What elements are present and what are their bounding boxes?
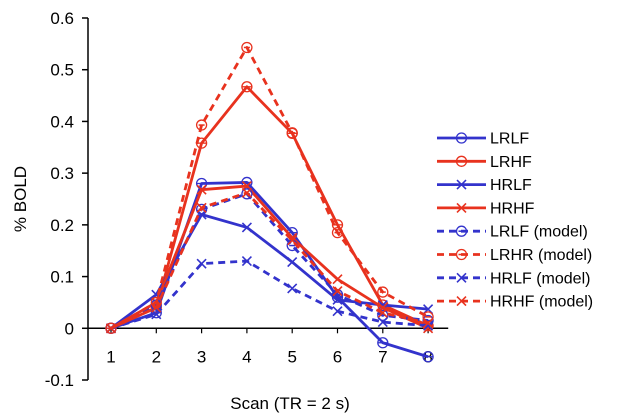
legend: LRLF LRHF HRLF HRHF LRLF (model) LRHR (model)… — [437, 131, 593, 311]
data-point-b — [423, 320, 434, 331]
legend-item: HRHF (model) — [437, 294, 593, 311]
y-tick-label: 0.6 — [50, 9, 74, 28]
x-tick-label: 2 — [152, 347, 161, 366]
data-point-b — [196, 258, 207, 269]
y-tick-label: 0.5 — [50, 61, 74, 80]
data-point — [195, 203, 208, 215]
series-line — [110, 46, 429, 330]
x-tick-label: 1 — [106, 347, 115, 366]
data-point-b — [241, 187, 252, 198]
legend-label: HRHF (model) — [490, 294, 593, 311]
legend-label: HRLF — [490, 177, 532, 194]
legend-label: LRHR (model) — [490, 247, 592, 264]
legend-item: LRLF (model) — [437, 224, 588, 241]
y-ticks: -0.1 0 0.1 0.2 0.3 0.4 0.5 0.6 — [45, 9, 88, 390]
data-point-b — [287, 283, 298, 294]
y-tick-label: -0.1 — [45, 371, 74, 390]
legend-marker — [455, 225, 468, 237]
legend-item: HRLF (model) — [437, 270, 590, 287]
legend-label: LRLF — [490, 131, 529, 148]
data-point — [377, 286, 389, 298]
legend-marker-b — [456, 296, 467, 307]
data-point — [241, 188, 253, 200]
y-tick-label: 0.3 — [50, 164, 74, 183]
data-point-b — [287, 235, 298, 246]
series-lrhr-model — [105, 41, 434, 334]
x-axis-title: Scan (TR = 2 s) — [230, 394, 350, 413]
data-point — [241, 41, 253, 54]
y-tick-label: 0 — [65, 319, 74, 338]
legend-item: LRHR (model) — [437, 247, 592, 264]
legend-item: HRHF — [437, 200, 535, 217]
data-point-b — [332, 274, 343, 285]
y-tick-label: 0.4 — [50, 112, 74, 131]
data-point-b — [287, 257, 298, 268]
legend-marker-b — [456, 179, 467, 190]
data-point-b — [196, 202, 207, 213]
series-line — [110, 181, 429, 359]
x-tick-label: 3 — [197, 347, 206, 366]
y-axis-title: % BOLD — [11, 166, 30, 232]
legend-label: HRHF — [490, 200, 535, 217]
data-point — [377, 309, 389, 322]
legend-marker-b — [456, 202, 467, 213]
legend-item: LRHF — [437, 154, 532, 171]
x-tick-label: 5 — [287, 347, 296, 366]
series-hrhf-model — [105, 187, 434, 334]
data-point-b — [377, 317, 388, 328]
series-line — [110, 259, 429, 330]
axes — [87, 18, 449, 380]
legend-marker — [455, 248, 468, 261]
series-layer — [105, 41, 434, 363]
x-tick-label: 7 — [378, 347, 387, 366]
data-point — [195, 119, 208, 131]
data-point — [105, 322, 117, 334]
y-tick-label: 0.2 — [50, 216, 74, 235]
series-lrlf — [105, 176, 434, 363]
data-point-b — [332, 306, 343, 317]
data-point-b — [377, 299, 388, 311]
legend-item: LRLF — [437, 131, 529, 148]
data-point-b — [151, 302, 162, 313]
x-tick-label: 6 — [333, 347, 342, 366]
data-point-b — [377, 307, 388, 318]
data-point-b — [332, 285, 343, 297]
legend-label: LRLF (model) — [490, 224, 588, 241]
data-point-b — [241, 222, 252, 233]
y-tick-label: 0.1 — [50, 268, 74, 287]
legend-item: HRLF — [437, 177, 532, 194]
data-point-b — [241, 255, 252, 267]
legend-marker-b — [456, 272, 467, 283]
legend-label: LRHF — [490, 154, 532, 171]
data-point-b — [105, 323, 117, 334]
data-point — [286, 127, 298, 139]
legend-label: HRLF (model) — [490, 270, 590, 287]
data-point-b — [423, 318, 434, 329]
data-point-b — [196, 184, 207, 195]
x-tick-label: 4 — [242, 347, 251, 366]
data-point — [331, 226, 344, 239]
series-line — [110, 184, 429, 330]
